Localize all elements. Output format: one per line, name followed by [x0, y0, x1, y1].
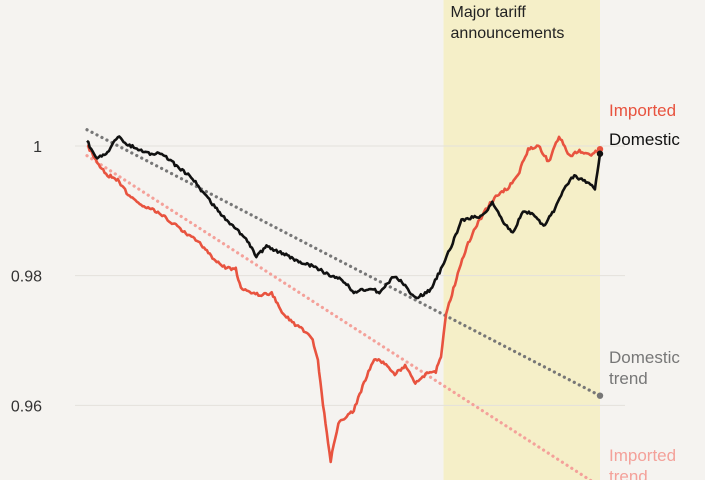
y-tick-label: 0.98 — [11, 269, 42, 286]
grid-lines — [75, 145, 625, 406]
y-tick-label: 1 — [33, 139, 42, 156]
imported-trend-label-line-1: Imported — [609, 446, 676, 465]
domestic-trend-line-end-point — [596, 392, 604, 399]
domestic-trend-label-line-1: Domestic — [609, 348, 680, 367]
domestic-trend-label-line-2: trend — [609, 369, 648, 388]
shaded-region — [443, 0, 600, 480]
domestic-line — [86, 135, 602, 300]
annotations: Major tariff announcements — [451, 4, 565, 42]
y-axis: 1 0.98 0.96 — [11, 139, 42, 415]
series-lines — [85, 128, 604, 480]
imported-end-point — [596, 145, 604, 153]
imported-trend-line — [85, 154, 593, 480]
series-labels: Imported Domestic Domestic trend Importe… — [609, 101, 680, 480]
domestic-label: Domestic — [609, 130, 680, 149]
imported-trend-label-line-2: trend — [609, 467, 648, 480]
y-tick-label: 0.96 — [11, 398, 42, 415]
domestic-end-point — [596, 150, 604, 157]
shade-label-line-2: announcements — [451, 25, 565, 42]
imported-label: Imported — [609, 101, 676, 120]
shade-label-line-1: Major tariff — [451, 4, 527, 21]
domestic-trend-line — [85, 128, 602, 398]
imported-line — [86, 135, 602, 464]
